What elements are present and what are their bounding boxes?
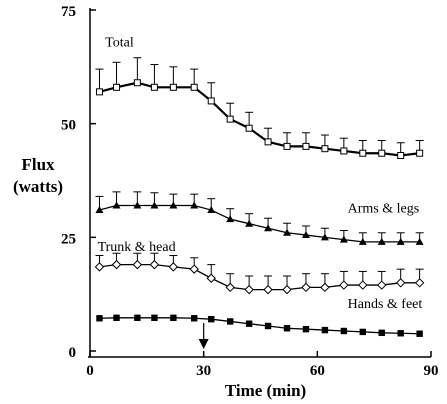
x-tick-label: 60: [310, 363, 325, 379]
data-point: [397, 151, 405, 159]
data-point: [244, 284, 254, 295]
series-label: Arms & legs: [348, 201, 420, 216]
data-point: [132, 259, 143, 270]
series-arms-legs: Arms & legs: [95, 191, 424, 245]
data-point: [111, 259, 122, 270]
x-tick-label: 0: [86, 363, 94, 379]
data-point: [94, 262, 105, 272]
data-point: [339, 235, 348, 243]
data-point: [149, 259, 160, 270]
data-point: [245, 219, 254, 227]
x-axis-title: Time (min): [225, 381, 306, 400]
series-label: Total: [105, 35, 134, 50]
data-point: [377, 280, 387, 290]
data-point: [245, 320, 253, 327]
data-point: [415, 237, 424, 245]
series-line: [99, 81, 420, 157]
data-point: [226, 318, 234, 325]
data-point: [321, 326, 329, 334]
y-axis-title-line1: Flux: [21, 155, 55, 174]
data-point: [397, 330, 404, 337]
y-tick-label: 75: [61, 4, 76, 20]
data-point: [416, 149, 424, 157]
data-point: [416, 330, 423, 337]
data-point: [189, 264, 199, 274]
data-point: [112, 201, 121, 209]
data-point: [282, 284, 292, 295]
data-point: [321, 145, 329, 153]
data-point: [169, 201, 178, 209]
data-point: [134, 314, 141, 322]
data-point: [264, 224, 273, 232]
data-point: [96, 315, 103, 322]
data-point: [208, 315, 215, 323]
data-point: [264, 322, 272, 330]
axes: 0 25 50 75 0 30 60 90: [61, 4, 439, 379]
data-point: [283, 142, 291, 150]
data-point: [340, 147, 348, 155]
data-point: [206, 273, 216, 283]
data-point: [395, 278, 406, 288]
data-point: [169, 83, 177, 91]
plot-area: Total Arms & legs Trunk & head Hands & feet: [94, 35, 425, 349]
data-point: [396, 237, 405, 245]
series-total: Total: [95, 35, 424, 159]
data-point: [168, 262, 179, 272]
data-point: [359, 328, 366, 336]
data-point: [226, 215, 235, 223]
y-tick-label: 50: [61, 118, 76, 134]
y-axis-title-line2: (watts): [13, 177, 63, 196]
arrow-head: [198, 339, 209, 349]
data-point: [302, 142, 310, 150]
data-point: [190, 201, 199, 209]
data-point: [150, 201, 159, 209]
series-label: Trunk & head: [98, 240, 176, 255]
data-point: [263, 284, 273, 295]
data-point: [378, 329, 385, 337]
data-point: [302, 325, 310, 333]
x-tick-label: 30: [196, 363, 211, 379]
data-point: [170, 314, 177, 322]
data-point: [190, 83, 198, 91]
data-point: [340, 327, 348, 335]
data-point: [283, 228, 292, 236]
data-point: [358, 280, 368, 290]
data-point: [378, 149, 386, 157]
data-point: [150, 83, 158, 91]
data-point: [358, 237, 367, 245]
y-tick-label: 25: [61, 231, 76, 247]
x-tick-label: 90: [424, 363, 439, 379]
y-tick-label: 0: [69, 345, 77, 361]
data-point: [264, 138, 272, 146]
data-point: [113, 83, 121, 91]
data-point: [301, 282, 311, 293]
data-point: [190, 315, 198, 322]
data-point: [283, 325, 291, 332]
series-label: Hands & feet: [348, 297, 423, 312]
data-point: [207, 206, 216, 214]
data-point: [301, 231, 310, 239]
data-point: [320, 233, 329, 241]
data-point: [377, 237, 386, 245]
series-line: [99, 204, 420, 243]
data-point: [133, 79, 141, 87]
data-point: [95, 206, 104, 214]
data-point: [245, 124, 253, 132]
series-trunk-head: Trunk & head: [94, 240, 425, 295]
data-point: [225, 282, 235, 293]
data-point: [320, 282, 330, 293]
data-point: [339, 280, 349, 290]
data-point: [113, 314, 120, 322]
data-point: [95, 88, 103, 96]
data-point: [207, 97, 215, 105]
data-point: [226, 115, 234, 123]
data-point: [151, 314, 158, 322]
data-point: [414, 278, 425, 288]
series-line: [99, 317, 420, 335]
data-point: [133, 201, 142, 209]
series-line: [99, 263, 420, 291]
series-hands-feet: Hands & feet: [96, 297, 423, 337]
data-point: [359, 149, 367, 157]
